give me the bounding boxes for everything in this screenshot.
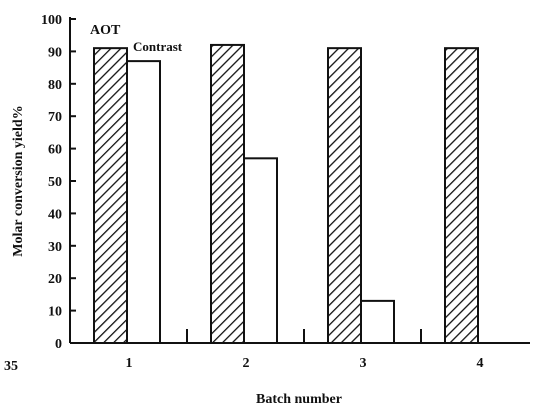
y-tick-label: 50 [48, 175, 62, 190]
y-tick-label: 30 [48, 240, 62, 255]
bar-aot-batch-2 [210, 43, 245, 344]
bars [93, 43, 479, 345]
series-label-aot: AOT [90, 23, 121, 38]
y-tick-label: 20 [48, 272, 62, 287]
x-tick-label: 1 [126, 356, 133, 371]
bar-contrast-batch-3 [360, 299, 395, 345]
y-tick-label: 80 [48, 78, 62, 93]
x-tick-label: 2 [243, 356, 250, 371]
bar-aot-batch-1 [93, 47, 128, 344]
page-number: 35 [4, 359, 18, 374]
y-tick-label: 10 [48, 305, 62, 320]
y-tick-label: 0 [55, 337, 62, 352]
bar-aot-batch-4 [444, 47, 479, 344]
x-axis-title: Batch number [256, 392, 342, 407]
bar-contrast-batch-2 [243, 157, 278, 344]
labels: 0 10 20 30 40 50 60 70 80 90 100 1 2 3 4 AOT Contrast Bat… [4, 13, 484, 407]
y-tick-label: 60 [48, 143, 62, 158]
bar-contrast-batch-1 [126, 60, 161, 345]
y-tick-label: 70 [48, 110, 62, 125]
x-tick-label: 4 [477, 356, 484, 371]
bar-aot-batch-3 [327, 47, 362, 344]
y-tick-label: 100 [41, 13, 62, 28]
x-tick-label: 3 [360, 356, 367, 371]
y-tick-label: 40 [48, 207, 62, 222]
y-axis-title: Molar conversion yield% [11, 105, 26, 256]
series-label-contrast: Contrast [133, 39, 183, 54]
y-tick-label: 90 [48, 45, 62, 60]
